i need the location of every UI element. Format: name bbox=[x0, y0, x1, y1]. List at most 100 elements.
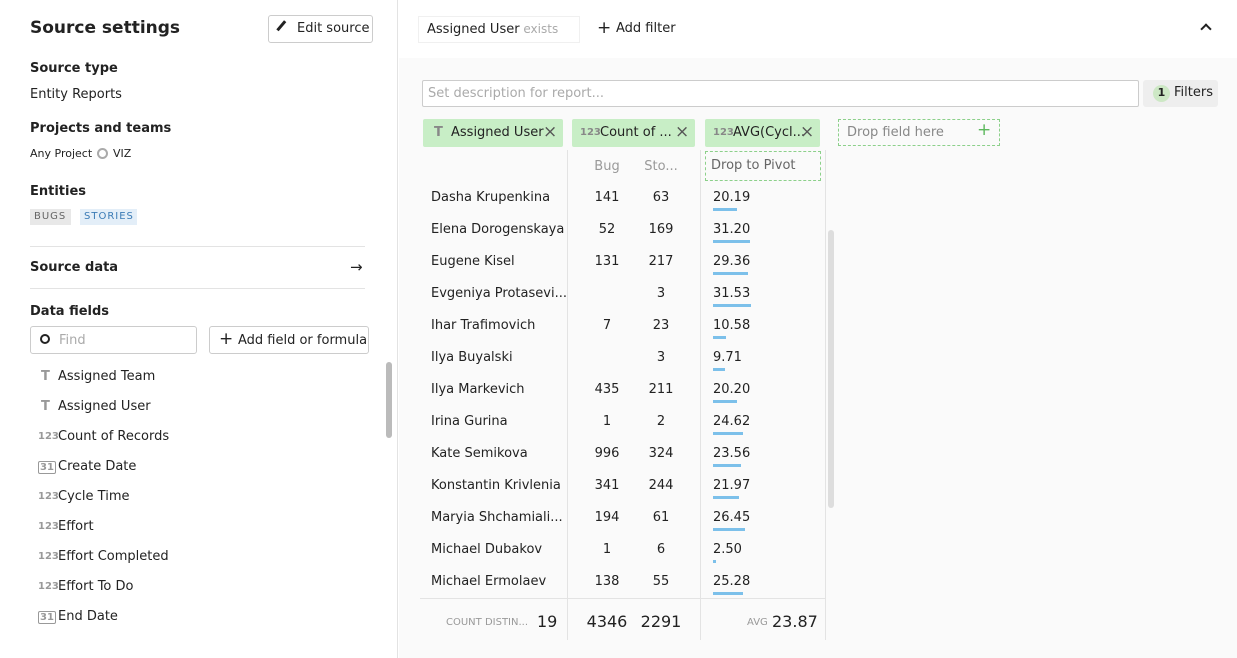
cell: 24.62 bbox=[713, 414, 751, 429]
source-data-link[interactable]: Source data bbox=[30, 260, 119, 275]
row-name: Michael Ermolaev bbox=[431, 574, 547, 589]
value-bar bbox=[713, 272, 749, 275]
add-field-button[interactable]: Add field or formula bbox=[209, 326, 369, 354]
cell: 29.36 bbox=[713, 254, 751, 269]
entity-tag: BUGS bbox=[30, 209, 71, 225]
value-bar bbox=[713, 464, 742, 467]
value-bar bbox=[713, 592, 744, 595]
field-pill[interactable]: 123 AVG(Cycl... × bbox=[705, 119, 820, 147]
cell: 131 bbox=[594, 254, 620, 269]
pill-icon: T bbox=[434, 125, 443, 140]
row-name: Kate Semikova bbox=[431, 446, 528, 461]
filter-chip[interactable]: Assigned User exists bbox=[418, 16, 580, 43]
row-name: Evgeniya Protasevi... bbox=[431, 286, 567, 301]
cell: 61 bbox=[652, 510, 670, 525]
cell: 52 bbox=[598, 222, 616, 237]
edit-source-button[interactable]: Edit source bbox=[268, 15, 373, 43]
cell: 26.45 bbox=[713, 510, 751, 525]
field-item[interactable]: Count of Records bbox=[58, 429, 170, 444]
value-bar bbox=[713, 560, 716, 563]
column-divider bbox=[825, 150, 826, 640]
value-bar bbox=[713, 528, 745, 531]
filters-label: Filters bbox=[1174, 85, 1213, 100]
text: Entity Reports bbox=[30, 87, 122, 102]
label: Source type bbox=[30, 61, 118, 76]
field-item[interactable]: Assigned Team bbox=[58, 369, 156, 384]
field-icon: T bbox=[41, 369, 50, 384]
cell: 20.19 bbox=[713, 190, 751, 205]
remove-icon[interactable]: × bbox=[800, 122, 815, 142]
cell: 217 bbox=[648, 254, 674, 269]
remove-icon[interactable]: × bbox=[543, 122, 558, 142]
field-icon: 123 bbox=[38, 551, 59, 562]
remove-icon[interactable]: × bbox=[675, 122, 690, 142]
cell: 23.56 bbox=[713, 446, 751, 461]
cell: 324 bbox=[648, 446, 674, 461]
cell: 244 bbox=[648, 478, 674, 493]
cell: 31.53 bbox=[713, 286, 751, 301]
pencil-icon bbox=[276, 20, 292, 36]
cell: 23 bbox=[652, 318, 670, 333]
plus-icon: + bbox=[219, 329, 234, 349]
cell: 21.97 bbox=[713, 478, 751, 493]
plus-icon: + bbox=[977, 120, 992, 140]
find-input[interactable]: Find bbox=[30, 326, 197, 354]
value-bar bbox=[713, 336, 726, 339]
scrollbar bbox=[828, 230, 834, 508]
entity-tag: STORIES bbox=[80, 209, 137, 225]
row-name: Maryia Shchamiali... bbox=[431, 510, 563, 525]
field-icon: T bbox=[41, 399, 50, 414]
value-bar bbox=[713, 368, 725, 371]
row-name: Michael Dubakov bbox=[431, 542, 543, 557]
field-item[interactable]: Cycle Time bbox=[58, 489, 130, 504]
cell: 63 bbox=[652, 190, 670, 205]
pill-icon: 123 bbox=[713, 127, 734, 138]
label: Entities bbox=[30, 184, 87, 199]
project: Any Project bbox=[30, 147, 93, 160]
description-input[interactable]: Set description for report... bbox=[422, 80, 1139, 107]
cell: 1 bbox=[602, 414, 612, 429]
drop-pivot-zone[interactable]: Drop to Pivot bbox=[705, 151, 821, 181]
field-pill[interactable]: T Assigned User × bbox=[423, 119, 563, 147]
cell: 31.20 bbox=[713, 222, 751, 237]
value-bar bbox=[713, 432, 743, 435]
field-item[interactable]: Effort To Do bbox=[58, 579, 134, 594]
pill-label: Assigned User bbox=[451, 125, 544, 140]
cell: 996 bbox=[594, 446, 620, 461]
sidebar-title: Source settings bbox=[30, 18, 181, 38]
cell: 20.20 bbox=[713, 382, 751, 397]
label: Data fields bbox=[30, 304, 110, 319]
filters-button[interactable]: 1 Filters bbox=[1143, 80, 1218, 107]
cell: 1 bbox=[602, 542, 612, 557]
value-bar bbox=[713, 240, 751, 243]
totals-label: AVG bbox=[747, 617, 768, 628]
field-item[interactable]: Assigned User bbox=[58, 399, 151, 414]
field-item[interactable]: Effort bbox=[58, 519, 94, 534]
cell: 9.71 bbox=[713, 350, 742, 365]
cell: 2 bbox=[656, 414, 666, 429]
divider bbox=[30, 246, 365, 247]
row-name: Ilya Markevich bbox=[431, 382, 525, 397]
cell: 2.50 bbox=[713, 542, 742, 557]
row-name: Ihar Trafimovich bbox=[431, 318, 536, 333]
field-icon: 123 bbox=[38, 431, 59, 442]
field-pill[interactable]: 123 Count of ... × bbox=[572, 119, 695, 147]
scrollbar bbox=[386, 362, 392, 438]
field-item[interactable]: End Date bbox=[58, 609, 118, 624]
cell: 10.58 bbox=[713, 318, 751, 333]
field-item[interactable]: Effort Completed bbox=[58, 549, 169, 564]
total-value: 19 bbox=[537, 612, 558, 631]
label: Projects and teams bbox=[30, 121, 172, 136]
collapse-icon[interactable] bbox=[1200, 23, 1212, 35]
field-item[interactable]: Create Date bbox=[58, 459, 137, 474]
team-icon bbox=[97, 148, 108, 159]
add-filter-button[interactable]: Add filter bbox=[616, 21, 676, 36]
value-bar bbox=[713, 304, 751, 307]
value-bar bbox=[713, 208, 738, 211]
cell: 3 bbox=[656, 350, 666, 365]
row-name: Konstantin Krivlenia bbox=[431, 478, 561, 493]
cell: 138 bbox=[594, 574, 620, 589]
drop-field-zone[interactable]: Drop field here bbox=[838, 119, 1000, 146]
team: VIZ bbox=[113, 147, 132, 160]
cell: 194 bbox=[594, 510, 620, 525]
